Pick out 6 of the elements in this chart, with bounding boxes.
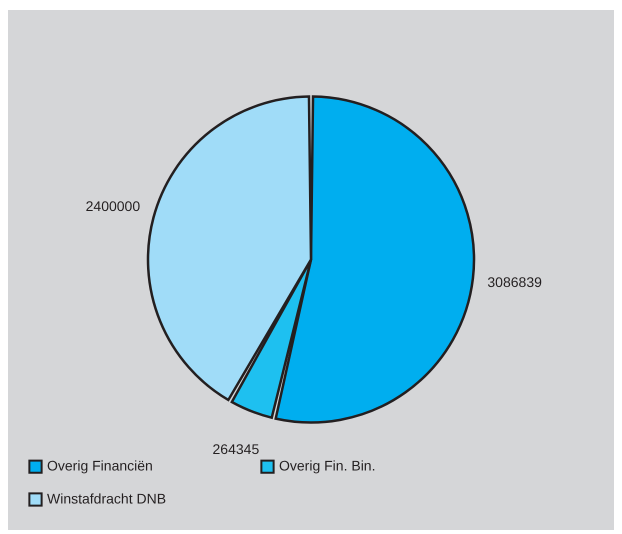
legend-label: Overig Financiën	[47, 458, 153, 474]
legend-label: Overig Fin. Bin.	[279, 458, 376, 474]
data-label: 3086839	[487, 274, 542, 290]
data-label: 2400000	[86, 198, 140, 214]
legend-label: Winstafdracht DNB	[47, 490, 166, 506]
data-label: 264345	[212, 441, 260, 458]
